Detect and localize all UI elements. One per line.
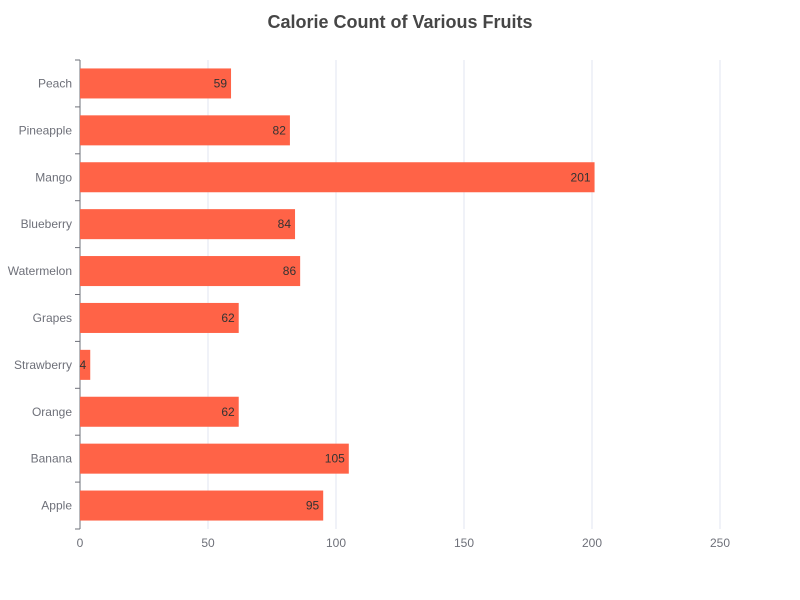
data-label: 86 [283,264,297,278]
data-label: 82 [273,123,287,137]
y-tick-label: Peach [38,76,72,90]
bar [80,490,324,521]
bar [80,349,91,380]
y-tick-label: Banana [31,452,73,466]
y-tick-label: Orange [32,405,72,419]
data-label: 201 [571,170,591,184]
bar [80,443,349,474]
x-tick-label: 250 [710,536,730,550]
bar [80,68,232,99]
data-label: 4 [80,358,87,372]
data-label: 105 [325,452,345,466]
chart-title: Calorie Count of Various Fruits [267,12,533,32]
bar [80,256,301,287]
x-tick-label: 0 [77,536,84,550]
x-tick-label: 50 [201,536,215,550]
bar [80,115,290,146]
x-tick-label: 150 [454,536,474,550]
bar [80,209,296,240]
bar [80,302,239,333]
y-tick-label: Blueberry [21,217,72,231]
data-label: 62 [221,311,235,325]
data-label: 62 [221,405,235,419]
bar [80,162,595,193]
y-tick-label: Strawberry [14,358,72,372]
data-label: 59 [214,76,228,90]
bar [80,396,239,427]
x-tick-label: 100 [326,536,346,550]
y-tick-label: Mango [35,170,72,184]
y-tick-label: Watermelon [8,264,72,278]
y-tick-label: Pineapple [19,123,73,137]
y-tick-label: Grapes [33,311,72,325]
x-tick-label: 200 [582,536,602,550]
data-label: 84 [278,217,292,231]
data-label: 95 [306,499,320,513]
y-tick-label: Apple [41,499,72,513]
